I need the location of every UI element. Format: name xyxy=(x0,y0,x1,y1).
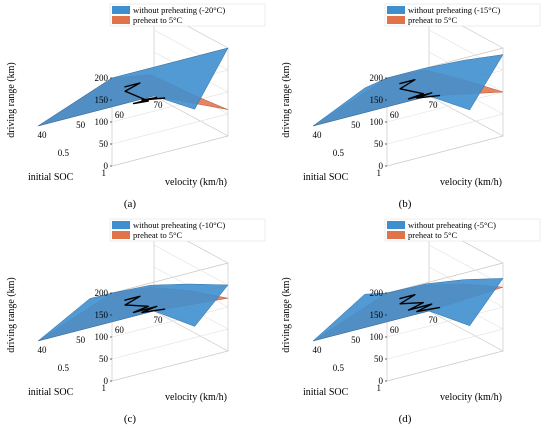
grid-line-z xyxy=(111,266,229,338)
z-tick-label: 200 xyxy=(370,288,384,298)
x-axis-label: initial SOC xyxy=(303,172,349,183)
legend-label-preheat: preheat to 5°C xyxy=(408,230,458,240)
legend-label-without-preheating: without preheating (-10°C) xyxy=(133,220,225,230)
legend-swatch-without-preheating xyxy=(112,221,130,229)
y-tick-label: 50 xyxy=(351,335,361,345)
x-tick-label: 0.5 xyxy=(333,363,345,373)
z-tick-label: 200 xyxy=(95,288,109,298)
y-tick-label: 60 xyxy=(390,110,400,120)
z-axis-label: driving range (km) xyxy=(281,62,292,138)
y-tick-label: 60 xyxy=(115,325,125,335)
z-tick-label: 100 xyxy=(370,117,384,127)
z-tick-label: 50 xyxy=(99,354,109,364)
panel-label: (b) xyxy=(399,198,412,210)
legend-swatch-without-preheating xyxy=(387,6,405,14)
y-tick-label: 70 xyxy=(429,100,439,110)
z-tick-label: 0 xyxy=(104,376,109,386)
x-tick-label: 0.5 xyxy=(58,363,70,373)
y-tick-label: 70 xyxy=(154,100,164,110)
z-tick-label: 50 xyxy=(374,139,384,149)
z-tick-label: 150 xyxy=(95,95,109,105)
y-tick-label: 50 xyxy=(76,335,86,345)
z-tick-label: 0 xyxy=(379,161,384,171)
boundary-contour xyxy=(399,293,441,313)
panel-label: (a) xyxy=(124,198,137,210)
y-axis-label: velocity (km/h) xyxy=(440,177,502,188)
y-tick-label: 60 xyxy=(115,110,125,120)
x-axis-label: initial SOC xyxy=(303,387,349,398)
legend-label-without-preheating: without preheating (-20°C) xyxy=(133,5,225,15)
boundary-contour xyxy=(124,295,166,314)
z-tick-label: 200 xyxy=(370,73,384,83)
grid-floor xyxy=(386,310,504,382)
legend-box xyxy=(384,218,541,242)
x-tick-label: 1 xyxy=(377,168,382,178)
z-tick-label: 100 xyxy=(95,332,109,342)
z-tick-label: 100 xyxy=(95,117,109,127)
x-axis-label: initial SOC xyxy=(28,387,74,398)
boundary-contour xyxy=(399,78,441,100)
legend-swatch-preheat xyxy=(112,16,130,24)
legend-label-preheat: preheat to 5°C xyxy=(133,230,183,240)
grid-line-z xyxy=(386,266,504,338)
y-axis-label: velocity (km/h) xyxy=(165,392,227,403)
x-axis-label: initial SOC xyxy=(28,172,74,183)
x-tick-label: 1 xyxy=(377,383,382,393)
legend-swatch-without-preheating xyxy=(112,6,130,14)
z-tick-label: 150 xyxy=(370,95,384,105)
y-axis-label: velocity (km/h) xyxy=(165,177,227,188)
chart-panel-a: 200 150 100 50 01 0.5 40 50 60 70 driving range (k… xyxy=(6,3,266,210)
y-tick-label: 40 xyxy=(38,130,48,140)
z-tick-label: 0 xyxy=(379,376,384,386)
legend-label-preheat: preheat to 5°C xyxy=(133,15,183,25)
chart-panel-b: 200 150 100 50 01 0.5 40 50 60 70 driving range (k… xyxy=(281,3,541,210)
legend-swatch-without-preheating xyxy=(387,221,405,229)
chart-panel-c: 200 150 100 50 01 0.5 40 50 60 70 driving range (k… xyxy=(6,218,266,425)
y-tick-label: 50 xyxy=(351,120,361,130)
z-tick-label: 150 xyxy=(95,310,109,320)
z-tick-label: 0 xyxy=(104,161,109,171)
panel-label: (d) xyxy=(399,413,412,425)
x-tick-label: 1 xyxy=(102,168,107,178)
boundary-contour xyxy=(124,82,166,105)
z-axis-label: driving range (km) xyxy=(281,277,292,353)
y-tick-label: 60 xyxy=(390,325,400,335)
grid-floor xyxy=(111,310,229,382)
legend-box xyxy=(384,3,541,27)
y-tick-label: 40 xyxy=(313,345,323,355)
z-tick-label: 50 xyxy=(99,139,109,149)
y-axis-label: velocity (km/h) xyxy=(440,392,502,403)
legend-label-without-preheating: without preheating (-15°C) xyxy=(408,5,500,15)
legend-label-without-preheating: without preheating (-5°C) xyxy=(408,220,496,230)
z-axis-label: driving range (km) xyxy=(6,62,17,138)
legend-swatch-preheat xyxy=(112,231,130,239)
x-tick-label: 0.5 xyxy=(58,148,70,158)
grid-floor xyxy=(386,95,504,167)
panel-label: (c) xyxy=(124,413,137,425)
y-tick-label: 70 xyxy=(429,315,439,325)
z-axis-label: driving range (km) xyxy=(6,277,17,353)
z-tick-label: 100 xyxy=(370,332,384,342)
chart-panel-d: 200 150 100 50 01 0.5 40 50 60 70 driving range (k… xyxy=(281,218,541,425)
y-tick-label: 40 xyxy=(38,345,48,355)
y-tick-label: 70 xyxy=(154,315,164,325)
x-tick-label: 0.5 xyxy=(333,148,345,158)
z-tick-label: 150 xyxy=(370,310,384,320)
x-tick-label: 1 xyxy=(102,383,107,393)
legend-box xyxy=(109,3,266,27)
y-tick-label: 50 xyxy=(76,120,86,130)
legend-swatch-preheat xyxy=(387,16,405,24)
legend-swatch-preheat xyxy=(387,231,405,239)
y-tick-label: 40 xyxy=(313,130,323,140)
legend-box xyxy=(109,218,266,242)
z-tick-label: 50 xyxy=(374,354,384,364)
z-tick-label: 200 xyxy=(95,73,109,83)
legend-label-preheat: preheat to 5°C xyxy=(408,15,458,25)
